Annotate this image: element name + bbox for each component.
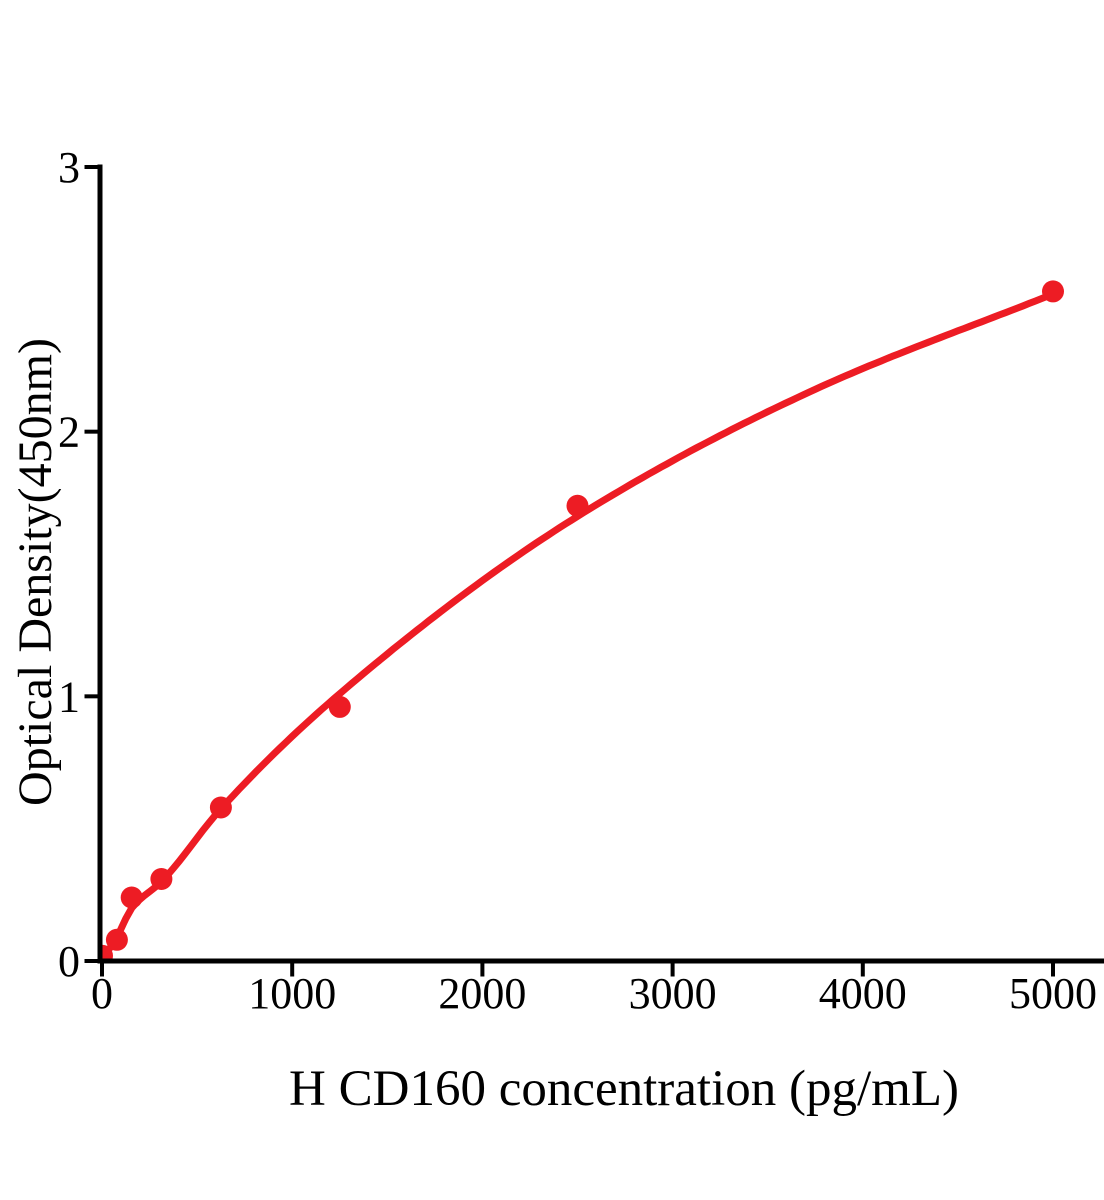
y-tick-label: 2 <box>58 408 80 457</box>
fit-curve-layer <box>100 290 1057 961</box>
data-points-layer <box>100 280 1064 961</box>
y-axis-title: Optical Density(450nm) <box>9 338 62 806</box>
y-tick-label: 0 <box>58 937 80 986</box>
axes-layer <box>84 164 1104 977</box>
x-tick-label: 3000 <box>629 969 717 1018</box>
y-tick-label: 3 <box>58 143 80 192</box>
x-tick-label: 5000 <box>1009 969 1097 1018</box>
data-point <box>120 886 143 909</box>
data-point <box>105 928 128 951</box>
x-tick-label: 1000 <box>248 969 336 1018</box>
data-point <box>209 796 232 819</box>
x-axis-title: H CD160 concentration (pg/mL) <box>289 1061 959 1117</box>
data-point <box>150 868 173 890</box>
x-tick-label: 4000 <box>819 969 907 1018</box>
data-point <box>100 944 113 961</box>
x-tick-label: 2000 <box>438 969 526 1018</box>
y-tick-label: 1 <box>58 672 80 721</box>
data-point <box>1042 280 1064 303</box>
data-point <box>566 494 589 517</box>
x-tick-label: 0 <box>91 969 113 1018</box>
tick-labels-layer: 0 1 2 3 0 1000 2000 3000 4000 5000 <box>58 143 1097 1018</box>
fit-curve <box>100 290 1057 961</box>
data-point <box>328 695 351 718</box>
